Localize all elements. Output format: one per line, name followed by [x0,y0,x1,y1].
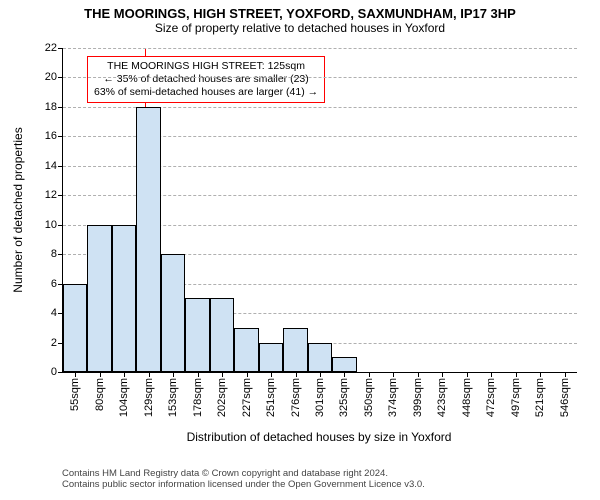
xtick-label: 301sqm [314,378,326,417]
ytick-label: 8 [27,248,63,260]
ytick-label: 20 [27,71,63,83]
histogram-bar [63,284,87,372]
xtick-mark [271,372,272,377]
ytick-label: 2 [27,337,63,349]
xtick-label: 202sqm [216,378,228,417]
annotation-box: THE MOORINGS HIGH STREET: 125sqm ← 35% o… [87,56,325,103]
histogram-bar [112,225,136,372]
xtick-mark [198,372,199,377]
ytick-label: 22 [27,42,63,54]
xtick-label: 276sqm [290,378,302,417]
xtick-label: 104sqm [118,378,130,417]
xtick-label: 521sqm [534,378,546,417]
xtick-label: 423sqm [436,378,448,417]
gridline [63,77,577,78]
xtick-mark [100,372,101,377]
y-axis-label: Number of detached properties [11,127,25,292]
ytick-label: 0 [27,366,63,378]
xtick-mark [247,372,248,377]
histogram-bar [136,107,160,372]
ytick-label: 4 [27,307,63,319]
histogram-bar [210,298,234,372]
annotation-line-3: 63% of semi-detached houses are larger (… [94,86,318,99]
xtick-mark [222,372,223,377]
attribution-line-1: Contains HM Land Registry data © Crown c… [62,468,425,479]
xtick-label: 325sqm [338,378,350,417]
annotation-line-1: THE MOORINGS HIGH STREET: 125sqm [94,60,318,73]
ytick-label: 18 [27,101,63,113]
xtick-mark [516,372,517,377]
xtick-mark [491,372,492,377]
xtick-label: 80sqm [94,378,106,411]
annotation-line-2: ← 35% of detached houses are smaller (23… [94,73,318,86]
histogram-bar [259,343,283,372]
xtick-label: 374sqm [387,378,399,417]
chart-title: THE MOORINGS, HIGH STREET, YOXFORD, SAXM… [0,0,600,21]
histogram-bar [161,254,185,372]
xtick-mark [124,372,125,377]
plot-area: THE MOORINGS HIGH STREET: 125sqm ← 35% o… [62,48,577,373]
xtick-label: 546sqm [559,378,571,417]
xtick-mark [149,372,150,377]
histogram-bar [185,298,209,372]
xtick-mark [296,372,297,377]
xtick-mark [369,372,370,377]
gridline [63,48,577,49]
xtick-label: 472sqm [485,378,497,417]
chart-subtitle: Size of property relative to detached ho… [0,21,600,37]
xtick-label: 399sqm [412,378,424,417]
xtick-mark [467,372,468,377]
xtick-mark [75,372,76,377]
xtick-mark [344,372,345,377]
xtick-label: 251sqm [265,378,277,417]
xtick-mark [540,372,541,377]
xtick-label: 129sqm [143,378,155,417]
xtick-mark [565,372,566,377]
histogram-bar [332,357,356,372]
xtick-mark [173,372,174,377]
histogram-bar [234,328,258,372]
xtick-mark [320,372,321,377]
xtick-label: 55sqm [69,378,81,411]
xtick-mark [442,372,443,377]
ytick-label: 6 [27,278,63,290]
ytick-label: 10 [27,219,63,231]
xtick-label: 350sqm [363,378,375,417]
xtick-label: 178sqm [192,378,204,417]
xtick-mark [393,372,394,377]
attribution-line-2: Contains public sector information licen… [62,479,425,490]
histogram-bar [283,328,307,372]
ytick-label: 16 [27,130,63,142]
attribution: Contains HM Land Registry data © Crown c… [62,468,425,491]
xtick-label: 153sqm [167,378,179,417]
xtick-label: 448sqm [461,378,473,417]
chart-container: { "title": "THE MOORINGS, HIGH STREET, Y… [0,0,600,500]
xtick-label: 227sqm [241,378,253,417]
x-axis-label: Distribution of detached houses by size … [187,430,452,444]
ytick-label: 12 [27,189,63,201]
histogram-bar [87,225,111,372]
xtick-label: 497sqm [510,378,522,417]
xtick-mark [418,372,419,377]
ytick-label: 14 [27,160,63,172]
histogram-bar [308,343,332,372]
